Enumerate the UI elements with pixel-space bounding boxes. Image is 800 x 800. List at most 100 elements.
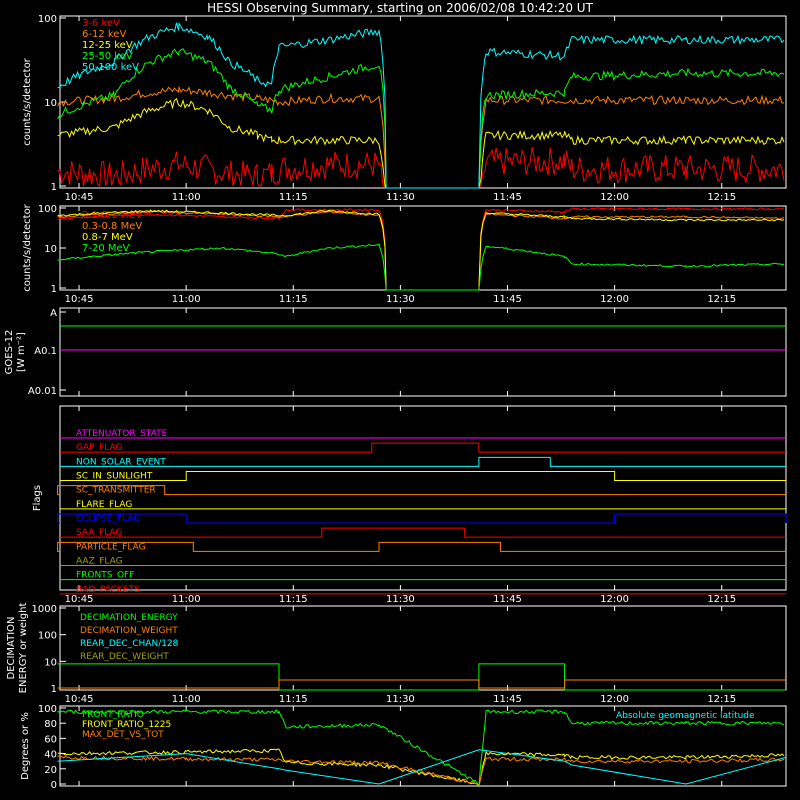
decimation-xtick-label: 12:00: [600, 694, 629, 705]
decimation-xtick-label: 11:00: [172, 694, 201, 705]
gamma-xtick-label: 11:45: [493, 294, 522, 305]
flags-xtick-label: 11:30: [386, 594, 415, 605]
hxr-xtick-label: 12:00: [600, 192, 629, 203]
ratio-annotation: Absolute geomagnetic latitude: [616, 711, 755, 721]
ratio-series-line: [57, 709, 785, 788]
goes-ytick-label: A0.1: [34, 346, 57, 357]
flag-label: NON_SOLAR_EVENT: [76, 457, 166, 467]
flag-label: ATTENUATOR_STATE: [76, 429, 168, 439]
flags-frame: [59, 405, 787, 591]
decimation-legend-entry: REAR_DEC_WEIGHT: [80, 652, 169, 662]
gamma-xtick-label: 12:00: [600, 294, 629, 305]
goes-ytick-label: A0.01: [28, 386, 57, 397]
flags-xtick-label: 12:00: [600, 594, 629, 605]
hxr-ytick-label: 10: [44, 98, 57, 109]
decimation-ytick-label: 1: [51, 684, 57, 695]
decimation-xtick-label: 11:15: [279, 694, 308, 705]
decimation-ylabel: DECIMATION: [6, 616, 17, 679]
hxr-ytick-label: 1: [51, 182, 57, 193]
decimation-xtick-label: 11:45: [493, 694, 522, 705]
flag-trace: [60, 456, 786, 467]
decimation-xtick-label: 12:15: [707, 694, 736, 705]
goes-ytick-label: A: [50, 308, 57, 319]
flag-trace: [60, 527, 786, 538]
flags-xtick-label: 11:45: [493, 594, 522, 605]
flag-trace: [57, 485, 786, 496]
ratio-legend-entry: FRONT_RATIO: [82, 710, 144, 720]
gamma-legend-entry: 0.3-0.8 MeV: [82, 221, 142, 232]
flag-trace: [60, 442, 786, 453]
ratio-legend-entry: FRONT_RATIO_1225: [82, 720, 171, 730]
flags-ylabel: Flags: [32, 485, 43, 511]
ratio-ytick-label: 80: [44, 719, 57, 730]
ratio-ylabel: Degrees or %: [20, 712, 31, 780]
hxr-series-line: [57, 146, 785, 189]
goes-ylabel-units: [W m⁻²]: [16, 332, 27, 372]
decimation-legend-entry: DECIMATION_WEIGHT: [80, 626, 178, 636]
flag-trace: [57, 513, 787, 524]
decimation-xtick-label: 11:30: [386, 694, 415, 705]
decimation-series-line: [57, 663, 786, 691]
flag-label: FLARE_FLAG: [76, 500, 132, 510]
goes-frame: [59, 307, 787, 397]
hxr-series-line: [57, 97, 785, 189]
gamma-legend-entry: 0.1-0.3 MeV: [82, 210, 142, 221]
flag-label: AAZ_FLAG: [76, 557, 123, 567]
hxr-legend-entry: 12-25 keV: [82, 40, 133, 51]
ratio-ytick-label: 100: [38, 704, 57, 715]
ratio-ytick-label: 60: [44, 734, 57, 745]
ratio-ytick-label: 0: [51, 780, 57, 791]
decimation-legend-entry: DECIMATION_ENERGY: [80, 613, 178, 623]
chart-title: HESSI Observing Summary, starting on 200…: [207, 1, 593, 15]
gamma-ytick-label: 1: [51, 284, 57, 295]
decimation-ytick-label: 10: [44, 657, 57, 668]
ratio-legend-entry: MAX_DET_VS_TOT: [82, 730, 164, 740]
ratio-series-line: [57, 749, 787, 785]
ratio-ytick-label: 20: [44, 765, 57, 776]
goes-ylabel: GOES-12: [4, 330, 15, 375]
flag-label: SC_TRANSMITTER: [76, 486, 156, 496]
hxr-ytick-label: 100: [38, 14, 57, 25]
hxr-xtick-label: 12:15: [707, 192, 736, 203]
gamma-xtick-label: 11:00: [172, 294, 201, 305]
hxr-legend-entry: 6-12 keV: [82, 29, 126, 40]
gamma-xtick-label: 11:30: [386, 294, 415, 305]
gamma-series-line: [57, 243, 785, 291]
hxr-legend-entry: 3-6 keV: [82, 18, 120, 29]
hxr-legend-entry: 25-50 keV: [82, 51, 133, 62]
gamma-ylabel: counts/s/detector: [22, 203, 33, 291]
hxr-xtick-label: 11:45: [493, 192, 522, 203]
flag-trace: [60, 471, 786, 481]
hxr-xtick-label: 11:00: [172, 192, 201, 203]
flag-trace: [57, 541, 786, 552]
flags-xtick-label: 12:15: [707, 594, 736, 605]
decimation-legend-entry: REAR_DEC_CHAN/128: [80, 639, 179, 649]
flag-label: SAA_FLAG: [76, 528, 122, 538]
decimation-ytick-label: 1000: [32, 604, 57, 615]
hxr-series-line: [57, 22, 785, 189]
gamma-legend-entry: 7-20 MeV: [82, 243, 130, 254]
hxr-xtick-label: 11:15: [279, 192, 308, 203]
decimation-series-line: [57, 679, 786, 689]
hxr-xtick-label: 11:30: [386, 192, 415, 203]
decimation-xtick-label: 10:45: [65, 694, 94, 705]
hxr-ylabel: counts/s/detector: [22, 57, 33, 145]
flag-label: PARTICLE_FLAG: [76, 542, 146, 552]
flag-label: BAD_PACKETS: [76, 585, 140, 595]
decimation-ytick-label: 100: [38, 631, 57, 642]
flag-label: SC_IN_SUNLIGHT: [76, 472, 153, 482]
hxr-legend-entry: 50-100 keV: [82, 62, 139, 73]
flag-label: GAP_FLAG: [76, 443, 122, 453]
hxr-xtick-label: 10:45: [65, 192, 94, 203]
gamma-frame: [59, 205, 787, 291]
ratio-frame: [59, 705, 787, 787]
gamma-xtick-label: 11:15: [279, 294, 308, 305]
flag-label: ECLIPSE_FLAG: [76, 514, 140, 524]
gamma-xtick-label: 10:45: [65, 294, 94, 305]
ratio-ytick-label: 40: [44, 750, 57, 761]
gamma-ytick-label: 10: [44, 244, 57, 255]
flag-label: FRONTS_OFF: [76, 571, 134, 581]
gamma-xtick-label: 12:15: [707, 294, 736, 305]
decimation-ylabel-2: ENERGY or weight: [18, 603, 29, 694]
